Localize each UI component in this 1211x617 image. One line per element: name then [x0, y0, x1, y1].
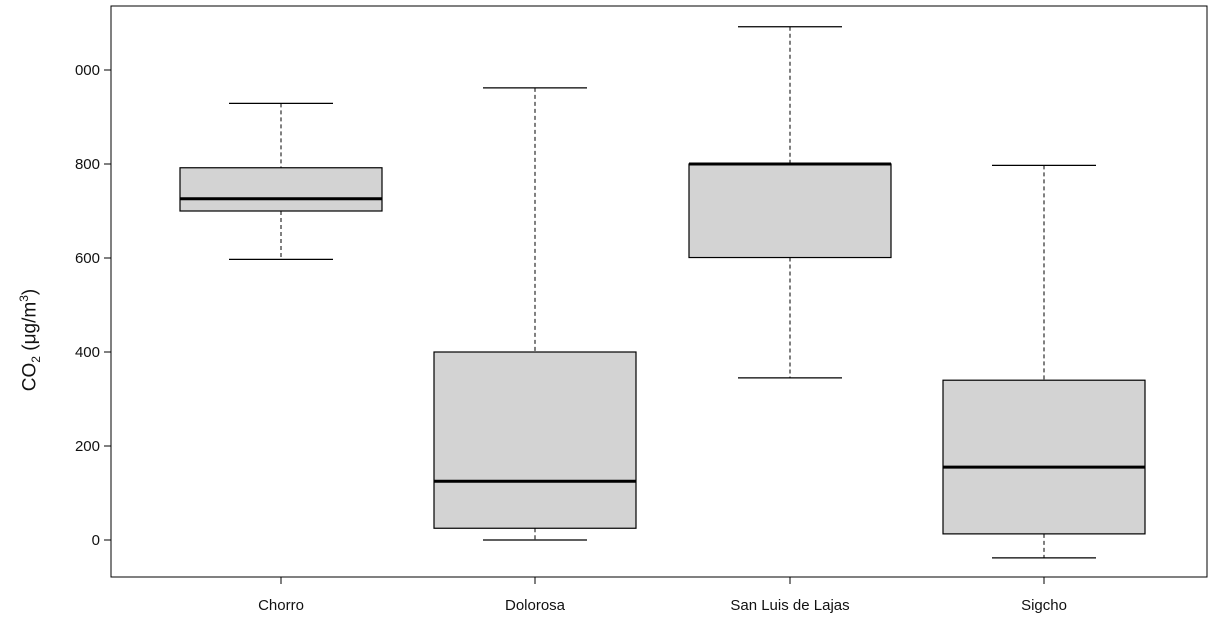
y-tick-label: 0: [92, 532, 100, 549]
y-axis-label-mid: (μg/m: [19, 301, 41, 357]
chart-marks: [179, 26, 1146, 559]
y-axis-ticks: 0 200 400 600 800 000: [75, 62, 111, 549]
x-tick-label: Chorro: [258, 597, 304, 614]
box-dolorosa: [433, 87, 637, 541]
y-axis-label-post: ): [19, 288, 41, 296]
y-axis-label-sub: 2: [29, 356, 44, 363]
x-axis-ticks: Chorro Dolorosa San Luis de Lajas Sigcho: [258, 577, 1067, 614]
y-tick-label: 400: [75, 344, 100, 361]
y-axis-label-sup: 3: [16, 295, 31, 302]
y-tick-label: 800: [75, 156, 100, 173]
iqr-box: [942, 379, 1146, 535]
box-sigcho: [942, 164, 1146, 559]
box-chorro: [179, 102, 383, 261]
x-tick-label: Sigcho: [1021, 597, 1067, 614]
y-tick-label: 600: [75, 250, 100, 267]
y-tick-label: 000: [75, 62, 100, 79]
y-axis-label-pre: CO: [19, 362, 41, 392]
box-san-luis-de-lajas: [688, 26, 892, 379]
iqr-box: [433, 351, 637, 529]
x-tick-label: San Luis de Lajas: [730, 597, 849, 614]
x-tick-label: Dolorosa: [505, 597, 566, 614]
y-tick-label: 200: [75, 438, 100, 455]
iqr-box: [688, 163, 892, 259]
iqr-box: [179, 167, 383, 212]
